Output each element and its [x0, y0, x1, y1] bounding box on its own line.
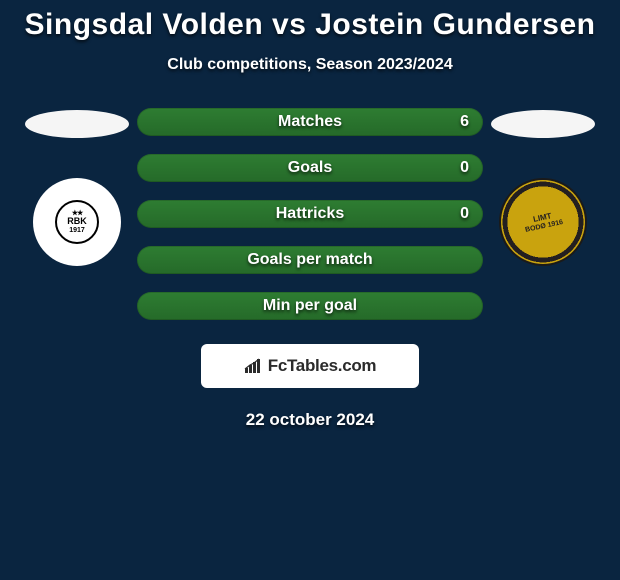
stat-row-min-per-goal: Min per goal	[137, 292, 483, 320]
right-player-column: LIMT BODØ 1916	[483, 108, 603, 266]
stat-row-goals: Goals 0	[137, 154, 483, 182]
page-title: Singsdal Volden vs Jostein Gundersen	[25, 8, 596, 42]
rbk-year: 1917	[69, 227, 85, 234]
left-club-badge: ★★ RBK 1917	[33, 178, 121, 266]
stat-value-right: 0	[460, 205, 469, 223]
stat-row-hattricks: Hattricks 0	[137, 200, 483, 228]
stat-row-goals-per-match: Goals per match	[137, 246, 483, 274]
content-row: ★★ RBK 1917 Matches 6 Goals 0 Hattricks …	[0, 108, 620, 320]
brand-box: FcTables.com	[201, 344, 419, 388]
brand-text: FcTables.com	[268, 356, 377, 376]
bars-chart-icon	[244, 358, 264, 374]
stat-value-right: 6	[460, 113, 469, 131]
footer-date: 22 october 2024	[246, 410, 375, 430]
page-subtitle: Club competitions, Season 2023/2024	[167, 56, 452, 74]
right-player-avatar-placeholder	[491, 110, 595, 138]
left-player-avatar-placeholder	[25, 110, 129, 138]
comparison-card: Singsdal Volden vs Jostein Gundersen Clu…	[0, 0, 620, 580]
stat-value-right: 0	[460, 159, 469, 177]
stat-label: Min per goal	[263, 297, 357, 315]
right-club-badge: LIMT BODØ 1916	[499, 178, 587, 266]
stat-row-matches: Matches 6	[137, 108, 483, 136]
stat-label: Goals per match	[247, 251, 372, 269]
left-player-column: ★★ RBK 1917	[17, 108, 137, 266]
stats-column: Matches 6 Goals 0 Hattricks 0 Goals per …	[137, 108, 483, 320]
stat-label: Matches	[278, 113, 342, 131]
glimt-bottom: BODØ 1916	[524, 219, 563, 234]
rbk-badge-inner: ★★ RBK 1917	[55, 200, 99, 244]
stat-label: Hattricks	[276, 205, 344, 223]
glimt-badge-text: LIMT BODØ 1916	[522, 210, 563, 234]
stat-label: Goals	[288, 159, 332, 177]
rbk-initials: RBK	[67, 217, 87, 226]
